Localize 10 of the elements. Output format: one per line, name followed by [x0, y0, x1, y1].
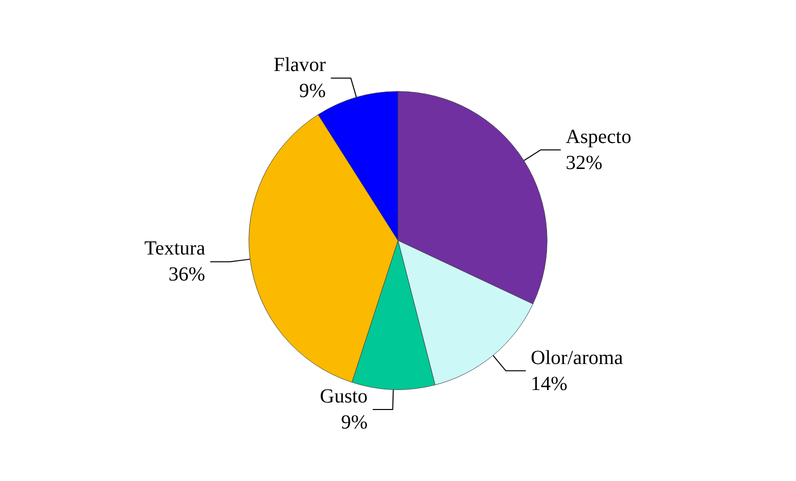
- slice-label: Flavor: [274, 54, 326, 76]
- slice-label: Gusto: [320, 386, 368, 408]
- slice-label: Textura: [144, 238, 206, 260]
- data-label: 36%: [168, 264, 206, 286]
- data-label: 32%: [566, 152, 602, 174]
- data-label: 9%: [299, 80, 326, 102]
- data-label: 14%: [530, 372, 568, 395]
- slice-label: Aspecto: [566, 126, 632, 148]
- slice-label: Olor/aroma: [530, 346, 624, 369]
- data-label: 9%: [341, 412, 368, 434]
